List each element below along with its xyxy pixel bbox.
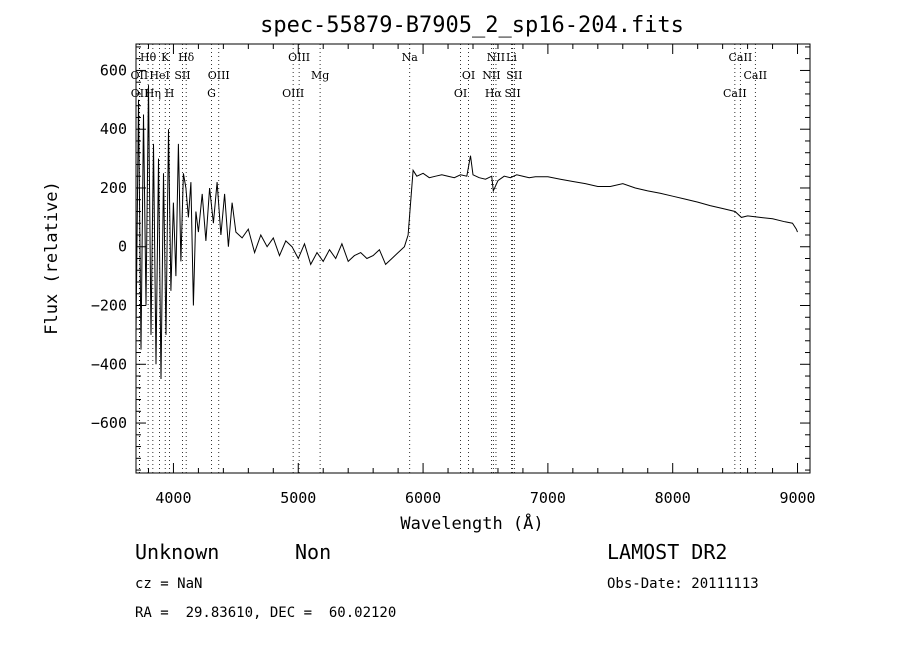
marker-label: Li	[506, 51, 517, 64]
marker-label: Hη	[145, 87, 161, 100]
x-tick-label: 6000	[405, 489, 441, 507]
y-axis-ticks: −600 −400 −200 0 200 400 600	[91, 46, 810, 471]
y-tick-label: −600	[91, 414, 127, 432]
marker-label: CaII	[729, 51, 753, 64]
marker-label: HeI	[149, 69, 169, 82]
marker-label: OI	[462, 69, 475, 82]
x-axis-label: Wavelength (Å)	[400, 512, 543, 534]
coordinates: RA = 29.83610, DEC = 60.02120	[135, 605, 397, 621]
marker-label: Hθ	[140, 51, 157, 64]
survey-name: LAMOST DR2	[607, 540, 728, 564]
x-tick-label: 7000	[530, 489, 566, 507]
marker-label: K	[161, 51, 170, 64]
marker-label: OIII	[282, 87, 304, 100]
y-tick-label: −200	[91, 297, 127, 315]
spectrum-series	[136, 85, 798, 380]
marker-label: Hδ	[178, 51, 195, 64]
x-tick-label: 4000	[155, 489, 191, 507]
marker-label: CaII	[743, 69, 767, 82]
marker-label: Hα	[485, 87, 503, 100]
y-axis-label: Flux (relative)	[42, 181, 62, 335]
spectrum-line-0	[136, 85, 798, 380]
x-tick-label: 9000	[779, 489, 815, 507]
y-tick-label: −400	[91, 355, 127, 373]
y-tick-label: 200	[100, 179, 127, 197]
marker-label: OIII	[208, 69, 230, 82]
marker-label: OI	[454, 87, 467, 100]
marker-label: Na	[402, 51, 419, 64]
marker-label: Mg	[311, 69, 329, 82]
marker-label: SII	[506, 69, 522, 82]
marker-label: G	[207, 87, 216, 100]
spectral-class: Unknown	[135, 540, 220, 564]
observation-date: Obs-Date: 20111113	[607, 576, 759, 592]
marker-label: SII	[504, 87, 520, 100]
marker-label: CaII	[723, 87, 747, 100]
spectral-subclass: Non	[295, 540, 332, 564]
y-tick-label: 600	[100, 61, 127, 79]
marker-label: NII	[482, 69, 500, 82]
x-tick-label: 8000	[655, 489, 691, 507]
x-tick-label: 5000	[280, 489, 316, 507]
marker-label: OIII	[288, 51, 310, 64]
marker-label: H	[165, 87, 175, 100]
redshift-cz: cz = NaN	[135, 576, 203, 592]
y-tick-label: 400	[100, 120, 127, 138]
x-axis-ticks: 4000 5000 6000 7000 8000 9000	[147, 44, 816, 507]
marker-label: OII	[131, 69, 149, 82]
plot-frame	[135, 43, 811, 474]
marker-label: SII	[174, 69, 190, 82]
chart-title: spec-55879-B7905_2_sp16-204.fits	[260, 13, 684, 38]
marker-label: NII	[487, 51, 505, 64]
y-tick-label: 0	[118, 238, 127, 256]
